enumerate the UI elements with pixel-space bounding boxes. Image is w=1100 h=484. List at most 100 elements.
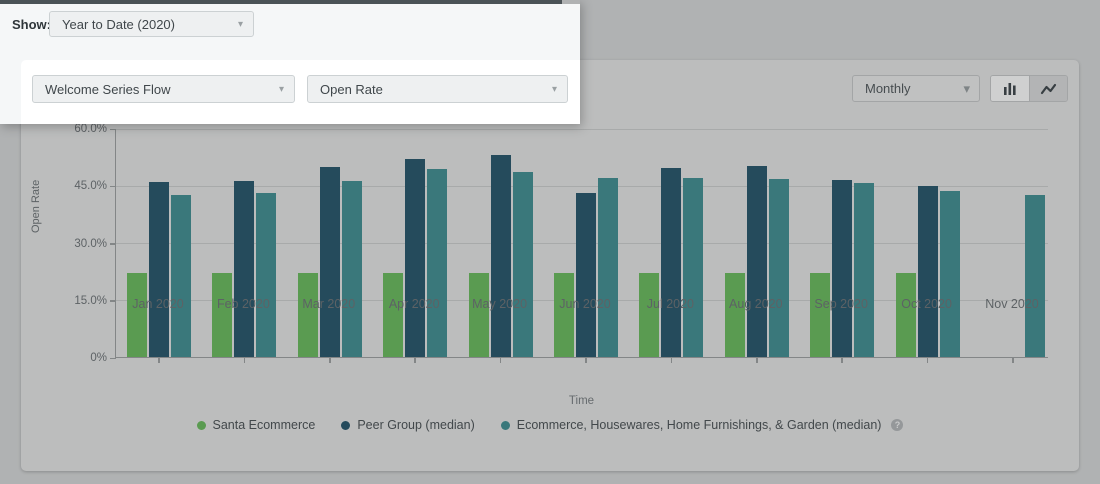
x-tick-mark: [329, 358, 331, 363]
legend-item-0[interactable]: Santa Ecommerce: [197, 418, 316, 432]
bar-jan-2020-series-2[interactable]: [171, 195, 191, 357]
bar-feb-2020-series-2[interactable]: [256, 193, 276, 357]
flow-dropdown[interactable]: Welcome Series Flow ▾: [32, 75, 295, 103]
help-icon[interactable]: ?: [891, 419, 903, 431]
x-tick-label: Feb 2020: [198, 297, 288, 311]
x-tick-label: Jul 2020: [625, 297, 715, 311]
bar-oct-2020-series-0[interactable]: [896, 273, 916, 357]
date-range-dropdown[interactable]: Year to Date (2020) ▾: [49, 11, 254, 37]
bar-feb-2020-series-0[interactable]: [212, 273, 232, 357]
x-axis-title: Time: [115, 395, 1048, 407]
y-tick-mark: [110, 186, 116, 188]
bar-jan-2020-series-1[interactable]: [149, 182, 169, 357]
flow-dropdown-value: Welcome Series Flow: [45, 82, 170, 97]
bar-aug-2020-series-1[interactable]: [747, 166, 767, 357]
chart-legend: Santa Ecommerce Peer Group (median) Ecomme…: [21, 418, 1079, 432]
legend-dot: [341, 421, 350, 430]
x-tick-label: Jun 2020: [540, 297, 630, 311]
legend-item-2[interactable]: Ecommerce, Housewares, Home Furnishings,…: [501, 418, 904, 432]
metric-dropdown[interactable]: Open Rate ▾: [307, 75, 568, 103]
x-tick-mark: [1012, 358, 1014, 363]
line-chart-toggle-button[interactable]: [1029, 76, 1067, 101]
bar-jun-2020-series-0[interactable]: [554, 273, 574, 357]
benchmarks-dashboard: Monthly ▾ Open Rate 0%15.0%30.0%45.0%60.…: [0, 0, 1100, 484]
bar-mar-2020-series-0[interactable]: [298, 273, 318, 357]
legend-label: Santa Ecommerce: [213, 418, 316, 432]
x-tick-label: May 2020: [455, 297, 545, 311]
top-nav-edge: [0, 0, 562, 4]
legend-dot: [197, 421, 206, 430]
gridline-45: [116, 186, 1048, 187]
interval-dropdown-value: Monthly: [865, 81, 911, 96]
plot-area: 0%15.0%30.0%45.0%60.0%: [115, 129, 1048, 358]
bar-apr-2020-series-1[interactable]: [405, 159, 425, 357]
bar-jun-2020-series-2[interactable]: [598, 178, 618, 357]
x-tick-label: Apr 2020: [369, 297, 459, 311]
filters-panel: Welcome Series Flow ▾ Open Rate ▾: [21, 60, 580, 124]
chevron-down-icon: ▾: [279, 84, 284, 95]
bar-apr-2020-series-2[interactable]: [427, 169, 447, 357]
legend-label: Peer Group (median): [357, 418, 474, 432]
gridline-60: [116, 129, 1048, 130]
bar-chart-icon: [1002, 81, 1018, 96]
bar-jan-2020-series-0[interactable]: [127, 273, 147, 357]
bar-mar-2020-series-2[interactable]: [342, 181, 362, 357]
bar-aug-2020-series-0[interactable]: [725, 273, 745, 357]
x-tick-mark: [500, 358, 502, 363]
legend-item-1[interactable]: Peer Group (median): [341, 418, 474, 432]
y-tick-label: 15.0%: [47, 295, 107, 307]
bar-oct-2020-series-1[interactable]: [918, 186, 938, 357]
y-axis-title: Open Rate: [30, 180, 42, 233]
x-tick-label: Oct 2020: [882, 297, 972, 311]
bar-may-2020-series-0[interactable]: [469, 273, 489, 357]
legend-dot: [501, 421, 510, 430]
y-tick-mark: [110, 358, 116, 360]
bar-mar-2020-series-1[interactable]: [320, 167, 340, 357]
x-tick-label: Aug 2020: [711, 297, 801, 311]
bar-jul-2020-series-0[interactable]: [639, 273, 659, 357]
x-tick-mark: [841, 358, 843, 363]
bar-sep-2020-series-0[interactable]: [810, 273, 830, 357]
bar-oct-2020-series-2[interactable]: [940, 191, 960, 357]
bar-may-2020-series-1[interactable]: [491, 155, 511, 357]
y-tick-label: 60.0%: [47, 123, 107, 135]
show-label: Show:: [12, 17, 51, 32]
bar-apr-2020-series-0[interactable]: [383, 273, 403, 357]
tour-spotlight: Show: Year to Date (2020) ▾ Welcome Seri…: [0, 0, 580, 124]
y-tick-label: 45.0%: [47, 180, 107, 192]
x-tick-mark: [414, 358, 416, 363]
x-tick-label: Mar 2020: [284, 297, 374, 311]
x-tick-mark: [671, 358, 673, 363]
bar-aug-2020-series-2[interactable]: [769, 179, 789, 357]
line-chart-icon: [1040, 82, 1057, 96]
y-tick-mark: [110, 243, 116, 245]
x-tick-mark: [585, 358, 587, 363]
interval-dropdown[interactable]: Monthly ▾: [852, 75, 980, 102]
legend-label: Ecommerce, Housewares, Home Furnishings,…: [517, 418, 882, 432]
y-tick-label: 30.0%: [47, 238, 107, 250]
bar-jun-2020-series-1[interactable]: [576, 193, 596, 357]
chevron-down-icon: ▾: [238, 19, 243, 30]
x-tick-mark: [927, 358, 929, 363]
bar-chart-toggle-button[interactable]: [991, 76, 1029, 101]
date-range-dropdown-value: Year to Date (2020): [62, 17, 175, 32]
x-tick-mark: [244, 358, 246, 363]
bar-feb-2020-series-1[interactable]: [234, 181, 254, 357]
chart-type-toggle: [990, 75, 1068, 102]
bar-nov-2020-series-2[interactable]: [1025, 195, 1045, 357]
x-tick-label: Sep 2020: [796, 297, 886, 311]
x-tick-mark: [756, 358, 758, 363]
metric-dropdown-value: Open Rate: [320, 82, 383, 97]
bar-sep-2020-series-1[interactable]: [832, 180, 852, 357]
bar-jul-2020-series-1[interactable]: [661, 168, 681, 357]
bar-jul-2020-series-2[interactable]: [683, 178, 703, 357]
x-tick-label: Nov 2020: [967, 297, 1057, 311]
y-tick-label: 0%: [47, 352, 107, 364]
chevron-down-icon: ▾: [963, 81, 970, 97]
x-tick-label: Jan 2020: [113, 297, 203, 311]
bar-sep-2020-series-2[interactable]: [854, 183, 874, 357]
x-tick-mark: [158, 358, 160, 363]
chevron-down-icon: ▾: [552, 84, 557, 95]
y-tick-mark: [110, 129, 116, 131]
bar-may-2020-series-2[interactable]: [513, 172, 533, 357]
